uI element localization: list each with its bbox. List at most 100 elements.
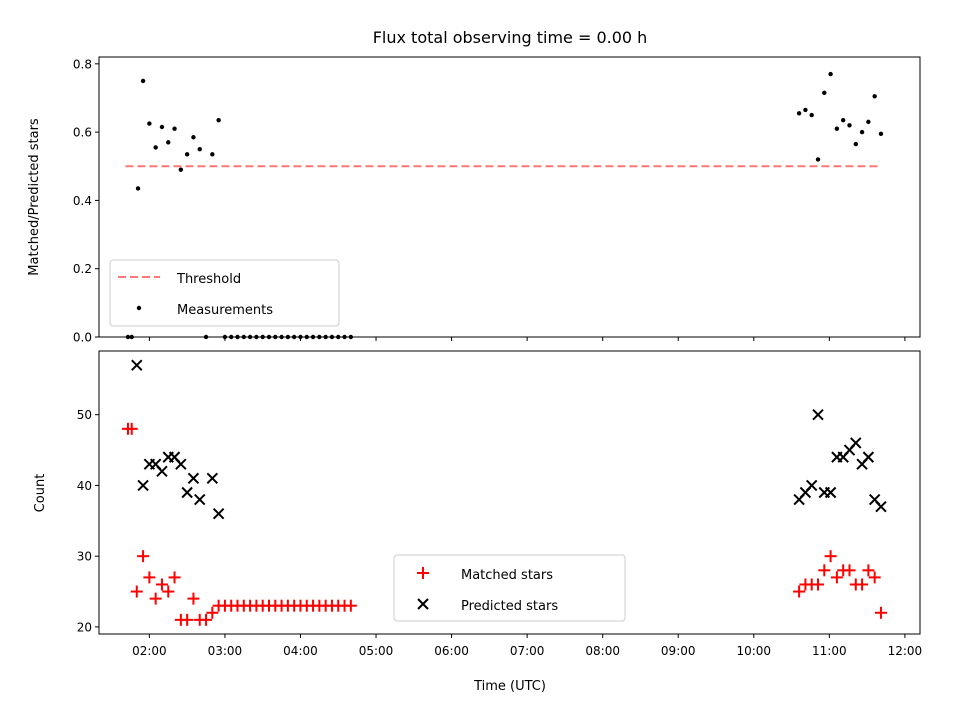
bottom-plot-area	[121, 359, 887, 626]
x-tick-label: 10:00	[736, 644, 771, 658]
top-legend-box	[109, 259, 340, 327]
x-tick-label: 07:00	[510, 644, 545, 658]
measurement-point	[828, 71, 833, 77]
matched-star-point	[143, 571, 156, 584]
legend-measurements-swatch	[136, 305, 142, 311]
x-tick-label: 03:00	[208, 644, 243, 658]
matched-star-point	[812, 578, 825, 591]
x-tick-label: 08:00	[585, 644, 620, 658]
predicted-star-point	[137, 479, 149, 492]
measurement-point	[153, 145, 158, 150]
predicted-star-point	[194, 493, 206, 506]
top-panel: 0.00.20.40.60.8 Matched/Predicted stars …	[27, 56, 921, 345]
predicted-star-point	[156, 465, 168, 477]
matched-star-point	[181, 613, 194, 626]
measurement-point	[178, 167, 184, 172]
measurement-point	[216, 117, 221, 123]
top-y-ticks: 0.0 0.2 0.4 0.6 0.8	[73, 57, 99, 345]
matched-star-point	[200, 613, 213, 626]
measurement-point	[803, 107, 808, 113]
matched-star-point	[856, 578, 869, 591]
legend-matched-swatch	[417, 567, 429, 579]
measurement-point	[853, 141, 858, 147]
matched-star-point	[168, 571, 181, 584]
measurement-point	[172, 126, 177, 131]
matched-star-point	[793, 585, 806, 598]
measurement-point	[840, 117, 846, 123]
legend-matched-label: Matched stars	[461, 568, 553, 583]
x-tick-label: 11:00	[812, 644, 847, 658]
top-plot-area	[125, 71, 884, 340]
top-axes-frame	[98, 56, 921, 338]
top-y-tick-label: 0.0	[73, 331, 92, 345]
x-tick-label: 02:00	[132, 644, 167, 658]
matched-star-point	[206, 606, 219, 619]
matched-star-point	[155, 578, 168, 591]
measurement-point	[159, 124, 165, 130]
measurement-point	[147, 121, 152, 126]
top-y-tick-label: 0.4	[73, 194, 92, 208]
top-y-tick-label: 0.8	[73, 57, 92, 71]
matched-star-point	[818, 564, 831, 577]
top-x-ticks	[148, 337, 906, 341]
x-tick-label: 12:00	[888, 644, 923, 658]
matched-star-point	[137, 550, 150, 563]
bottom-legend-box	[393, 554, 626, 622]
measurement-point	[197, 146, 202, 152]
x-tick-label: 04:00	[283, 644, 318, 658]
bottom-y-ticks: 20 30 40 50	[77, 408, 99, 634]
chart-title: Flux total observing time = 0.00 h	[373, 28, 648, 47]
predicted-star-point	[850, 437, 862, 449]
measurement-point	[809, 112, 814, 118]
matched-star-point	[344, 599, 357, 612]
legend-measurements-label: Measurements	[177, 303, 273, 318]
legend-predicted-swatch	[417, 598, 429, 610]
matched-star-point	[162, 585, 175, 598]
bottom-y-tick-label: 40	[77, 479, 92, 493]
measurement-point	[878, 131, 884, 137]
measurement-point	[166, 140, 171, 145]
top-legend: Threshold Measurements	[109, 259, 340, 327]
matched-star-point	[824, 550, 837, 563]
matched-star-point	[187, 592, 200, 605]
measurement-point	[184, 152, 190, 157]
predicted-star-point	[812, 408, 824, 421]
predicted-star-point	[131, 359, 143, 371]
legend-threshold-label: Threshold	[176, 272, 241, 287]
predicted-star-point	[187, 472, 200, 485]
matched-star-point	[130, 585, 143, 598]
measurement-point	[872, 94, 877, 99]
x-tick-label: 09:00	[661, 644, 696, 658]
bottom-y-tick-label: 50	[77, 408, 92, 422]
matched-star-point	[125, 422, 138, 435]
bottom-x-ticks: 02:00 03:00 04:00 05:00 06:00 07:00 08:00 09:00…	[132, 634, 922, 658]
x-tick-label: 05:00	[359, 644, 394, 658]
legend-predicted-label: Predicted stars	[461, 599, 558, 614]
bottom-axes-frame	[98, 350, 921, 635]
matched-star-point	[874, 606, 887, 619]
measurement-point	[859, 129, 865, 135]
bottom-y-tick-label: 20	[77, 620, 92, 634]
measurement-point	[135, 186, 141, 191]
measurement-point	[191, 135, 196, 140]
top-y-axis-label: Matched/Predicted stars	[27, 118, 42, 276]
measurement-point	[834, 126, 840, 131]
predicted-star-point	[175, 458, 187, 470]
matched-star-point	[830, 571, 843, 584]
predicted-star-point	[212, 508, 225, 520]
matched-star-point	[868, 571, 881, 584]
top-y-tick-label: 0.2	[73, 262, 92, 276]
matched-star-point	[843, 564, 856, 577]
bottom-legend: Matched stars Predicted stars	[393, 554, 626, 622]
measurement-point	[815, 157, 821, 162]
measurement-point	[140, 78, 146, 84]
x-axis-label: Time (UTC)	[473, 679, 546, 694]
predicted-star-point	[181, 486, 193, 499]
x-tick-label: 06:00	[434, 644, 469, 658]
bottom-y-tick-label: 30	[77, 550, 92, 564]
measurement-point	[210, 152, 215, 157]
measurement-point	[796, 111, 802, 116]
top-y-tick-label: 0.6	[73, 126, 92, 140]
